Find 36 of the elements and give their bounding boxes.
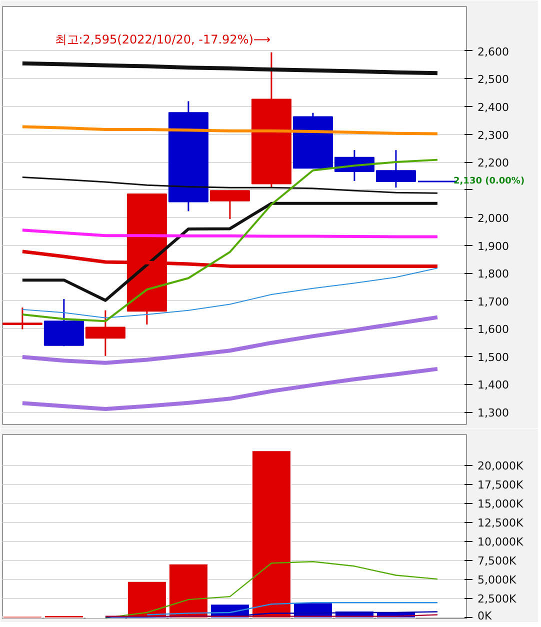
y-tick-label: 1,500	[478, 350, 509, 364]
line-series	[21, 158, 438, 322]
y-tick-label: 1,600	[478, 323, 509, 336]
y-tick-label: 0K	[478, 610, 492, 622]
annotation: 최고:2,595(2022/10/20, -17.92%)⟶	[54, 32, 271, 46]
candlestick	[2, 306, 42, 330]
y-tick-label: 1,400	[478, 378, 509, 392]
y-tick-label: 2,500	[478, 73, 509, 86]
y-tick-label: 5,000K	[478, 573, 517, 586]
line-series	[22, 268, 438, 318]
y-tick-label: 2,200	[478, 156, 509, 170]
y-tick-label: 2,000	[478, 212, 509, 226]
y-tick-label: 12,500K	[478, 516, 524, 530]
y-tick-label: 10,000K	[478, 535, 524, 548]
y-tick-label: 1,900	[478, 240, 509, 253]
line-series	[20, 315, 440, 365]
y-tick-label: 1,700	[478, 295, 509, 308]
y-tick-label: 2,600	[478, 45, 509, 58]
line-series	[104, 561, 438, 618]
annotation: 2,130 (0.00%)	[454, 176, 525, 186]
y-tick-label: 20,000K	[478, 459, 524, 472]
y-tick-label: 1,800	[478, 268, 509, 281]
y-tick-label: 17,500K	[478, 478, 524, 492]
line-series	[20, 366, 440, 411]
line-series	[20, 61, 440, 76]
y-tick-label: 15,000K	[478, 497, 524, 510]
line-series	[20, 202, 439, 302]
line-series	[20, 125, 439, 136]
line-series	[22, 176, 438, 194]
y-tick-label: 2,300	[478, 128, 509, 142]
y-tick-label: 2,500K	[478, 592, 517, 606]
y-tick-label: 7,500K	[478, 554, 517, 568]
y-tick-label: 2,400	[478, 100, 509, 114]
y-tick-label: 1,300	[478, 406, 509, 420]
line-series	[146, 602, 438, 616]
line-series	[20, 228, 439, 238]
